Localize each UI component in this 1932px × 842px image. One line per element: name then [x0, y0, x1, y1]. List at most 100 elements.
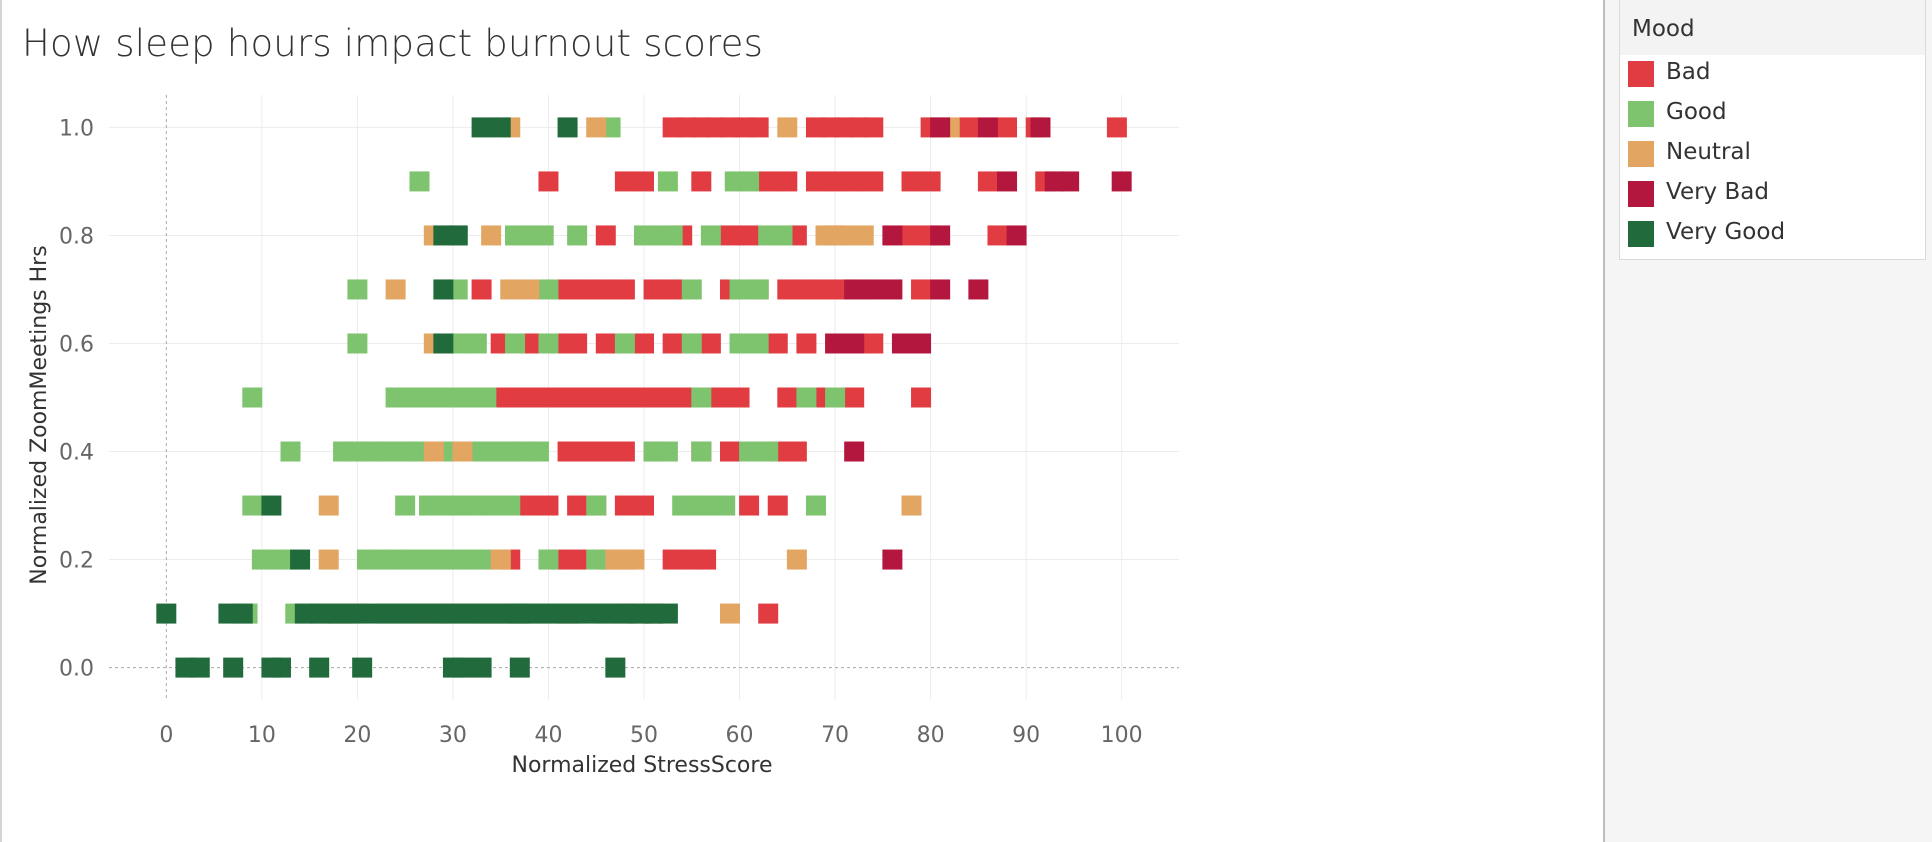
data-point-bad[interactable] [471, 279, 492, 300]
data-point-bad[interactable] [548, 387, 569, 408]
data-point-good[interactable] [242, 495, 263, 516]
data-point-neutral[interactable] [786, 549, 807, 570]
data-point-good[interactable] [409, 171, 430, 192]
data-point-very-good[interactable] [352, 657, 373, 678]
data-point-bad[interactable] [863, 171, 884, 192]
data-point-very-bad[interactable] [1111, 171, 1132, 192]
data-point-bad[interactable] [901, 171, 922, 192]
data-point-bad[interactable] [624, 387, 645, 408]
data-point-good[interactable] [414, 387, 435, 408]
data-point-bad[interactable] [567, 495, 588, 516]
data-point-bad[interactable] [614, 279, 635, 300]
data-point-very-bad[interactable] [844, 333, 865, 354]
data-point-bad[interactable] [796, 279, 817, 300]
data-point-good[interactable] [796, 387, 817, 408]
data-point-bad[interactable] [767, 333, 788, 354]
data-point-bad[interactable] [576, 441, 597, 462]
data-point-good[interactable] [729, 333, 750, 354]
data-point-bad[interactable] [958, 117, 979, 138]
data-point-bad[interactable] [528, 387, 549, 408]
data-point-good[interactable] [681, 279, 702, 300]
data-point-good[interactable] [657, 441, 678, 462]
data-point-bad[interactable] [815, 279, 836, 300]
data-point-bad[interactable] [805, 171, 826, 192]
data-point-bad[interactable] [786, 441, 807, 462]
data-point-good[interactable] [729, 279, 750, 300]
data-point-very-bad[interactable] [882, 279, 903, 300]
data-point-good[interactable] [691, 441, 712, 462]
data-point-good[interactable] [442, 549, 463, 570]
data-point-bad[interactable] [977, 171, 998, 192]
data-point-very-bad[interactable] [977, 117, 998, 138]
data-point-bad[interactable] [576, 279, 597, 300]
legend-item-very-bad[interactable]: Very Bad [1620, 175, 1925, 215]
data-point-very-good[interactable] [442, 603, 463, 624]
data-point-good[interactable] [538, 279, 559, 300]
data-point-good[interactable] [739, 171, 760, 192]
data-point-good[interactable] [700, 225, 721, 246]
data-point-very-good[interactable] [447, 225, 468, 246]
data-point-bad[interactable] [719, 441, 740, 462]
data-point-bad[interactable] [777, 387, 798, 408]
data-point-bad[interactable] [538, 171, 559, 192]
data-point-very-bad[interactable] [863, 279, 884, 300]
data-point-neutral[interactable] [901, 495, 922, 516]
data-point-very-good[interactable] [471, 657, 492, 678]
data-point-bad[interactable] [634, 495, 654, 516]
data-point-good[interactable] [681, 333, 702, 354]
data-point-bad[interactable] [567, 387, 588, 408]
data-point-very-bad[interactable] [930, 279, 951, 300]
data-point-bad[interactable] [538, 495, 559, 516]
data-point-bad[interactable] [700, 333, 721, 354]
data-point-good[interactable] [466, 333, 487, 354]
data-point-neutral[interactable] [318, 549, 339, 570]
data-point-bad[interactable] [595, 279, 616, 300]
data-point-good[interactable] [538, 333, 559, 354]
scatter-chart[interactable]: 0 10 20 30 40 50 60 70 80 90 100 0.0 0.2 0.4 0.6 0.8 1.… [0, 0, 1600, 842]
data-point-very-good[interactable] [452, 657, 473, 678]
data-point-bad[interactable] [796, 333, 817, 354]
data-point-bad[interactable] [758, 603, 779, 624]
data-point-bad[interactable] [844, 171, 865, 192]
data-point-good[interactable] [586, 549, 607, 570]
data-point-bad[interactable] [987, 225, 1008, 246]
data-point-very-bad[interactable] [882, 225, 903, 246]
data-point-bad[interactable] [595, 225, 616, 246]
legend-item-bad[interactable]: Bad [1620, 55, 1925, 95]
data-point-neutral[interactable] [624, 549, 645, 570]
data-point-good[interactable] [805, 495, 826, 516]
data-point-good[interactable] [500, 495, 521, 516]
data-point-bad[interactable] [643, 279, 664, 300]
data-point-bad[interactable] [863, 117, 884, 138]
data-point-bad[interactable] [748, 117, 769, 138]
data-point-very-bad[interactable] [997, 171, 1018, 192]
data-point-bad[interactable] [696, 549, 717, 570]
data-point-bad[interactable] [662, 333, 683, 354]
data-point-bad[interactable] [509, 387, 530, 408]
legend-item-good[interactable]: Good [1620, 95, 1925, 135]
data-point-bad[interactable] [767, 495, 788, 516]
data-point-very-good[interactable] [404, 603, 425, 624]
data-point-very-good[interactable] [261, 495, 282, 516]
data-point-very-good[interactable] [605, 657, 626, 678]
data-point-bad[interactable] [634, 171, 654, 192]
data-point-bad[interactable] [586, 387, 607, 408]
data-point-good[interactable] [772, 225, 793, 246]
data-point-good[interactable] [748, 333, 769, 354]
data-point-good[interactable] [242, 387, 263, 408]
data-point-bad[interactable] [614, 441, 635, 462]
data-point-very-bad[interactable] [930, 117, 951, 138]
data-point-bad[interactable] [557, 441, 578, 462]
data-point-bad[interactable] [519, 495, 540, 516]
data-point-good[interactable] [614, 333, 635, 354]
data-point-very-good[interactable] [433, 279, 454, 300]
data-point-bad[interactable] [557, 279, 578, 300]
data-point-bad[interactable] [567, 333, 588, 354]
data-point-bad[interactable] [920, 171, 941, 192]
data-point-bad[interactable] [729, 387, 750, 408]
data-point-bad[interactable] [997, 117, 1018, 138]
data-point-bad[interactable] [758, 171, 779, 192]
data-point-good[interactable] [395, 495, 416, 516]
data-point-bad[interactable] [911, 387, 932, 408]
data-point-bad[interactable] [844, 387, 865, 408]
